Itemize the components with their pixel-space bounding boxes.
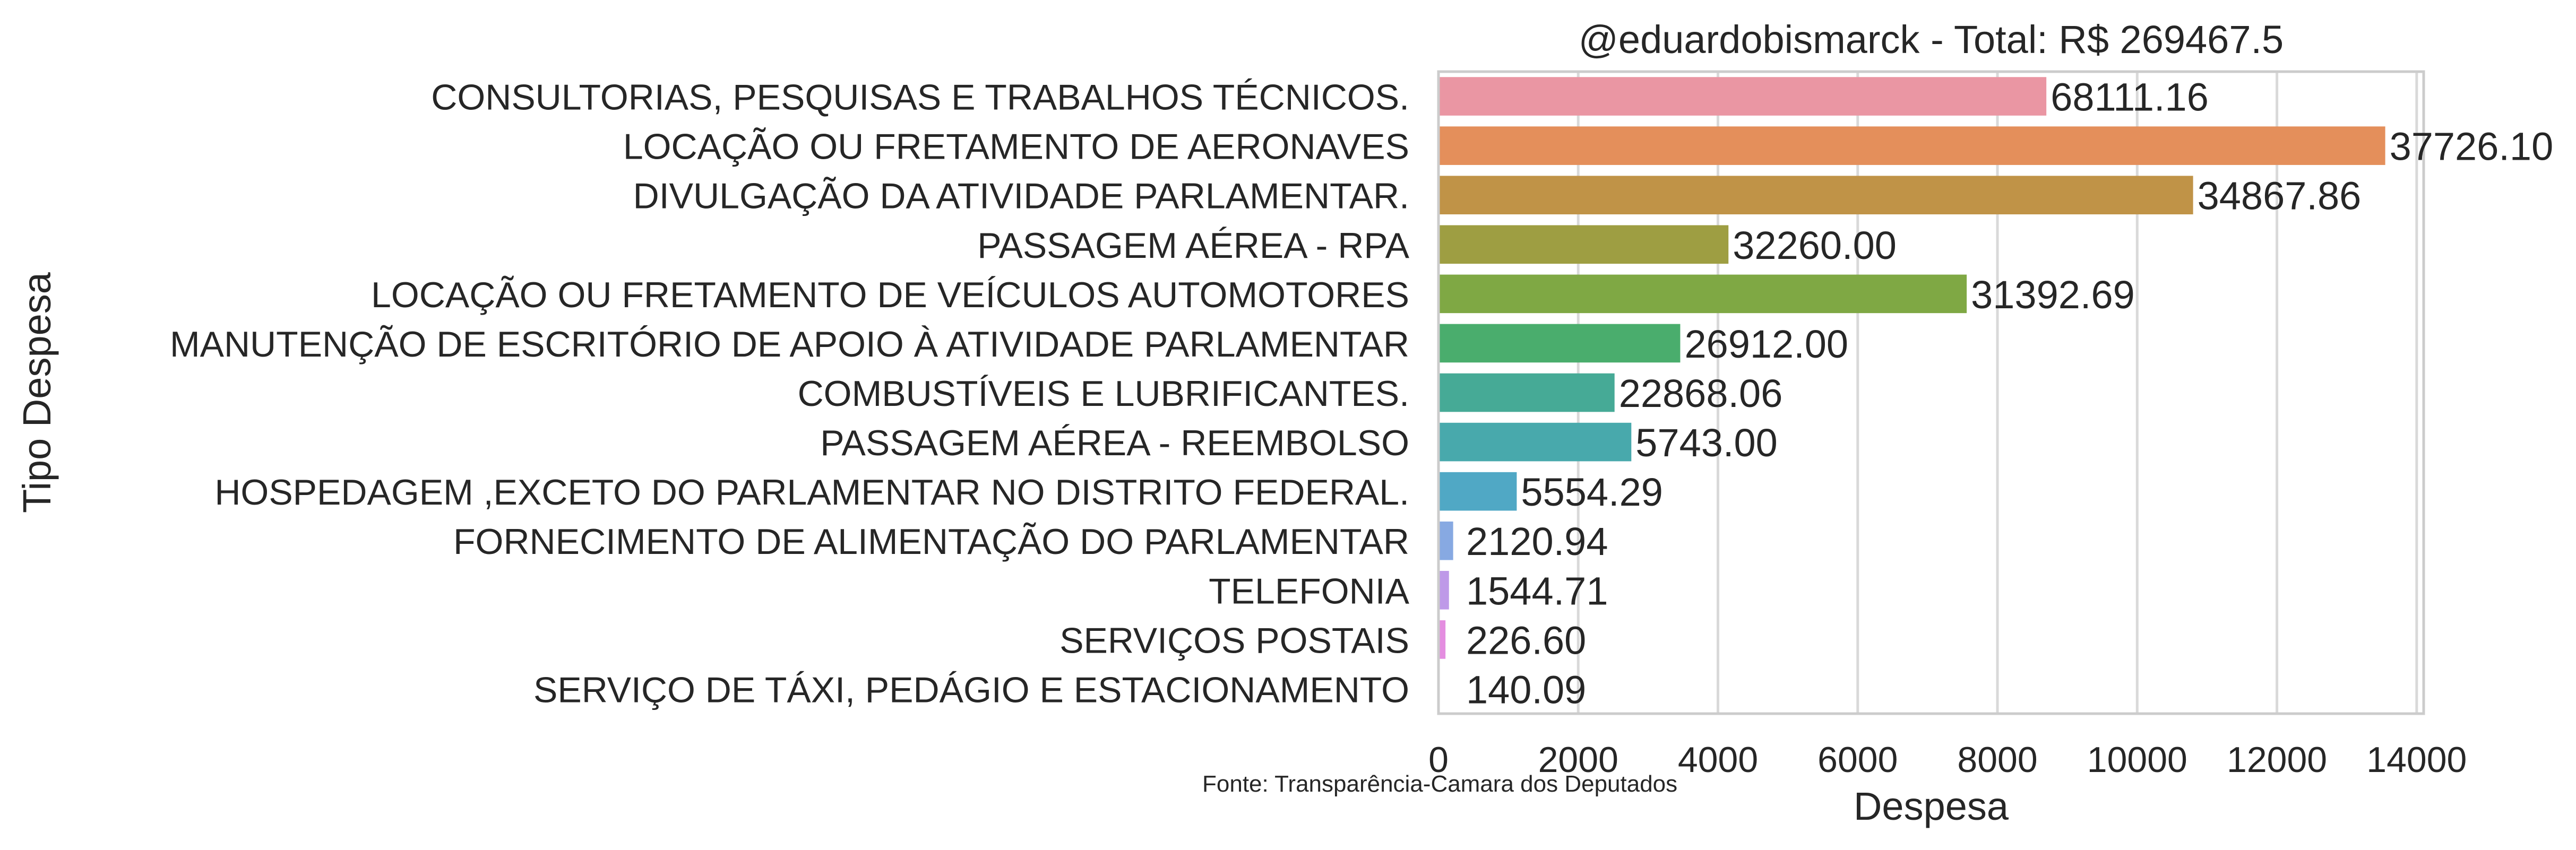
x-tick-label: 14000 <box>2366 740 2467 780</box>
x-tick-labels: 0 2000 4000 6000 8000 10000 12000 14000 <box>1428 740 2467 780</box>
x-axis-label: Despesa <box>1854 784 2009 828</box>
data-label: 68111.16 <box>2051 75 2209 119</box>
plot-frame <box>1437 70 2425 715</box>
data-label: 37726.10 <box>2390 125 2554 169</box>
data-labels: 68111.16 37726.10 34867.86 32260.00 31392.69… <box>1466 75 2553 712</box>
data-label: 140.09 <box>1466 667 1586 712</box>
data-label: 26912.00 <box>1684 322 1848 366</box>
bar <box>1438 472 1517 511</box>
x-tick-label: 6000 <box>1817 740 1898 780</box>
chart-title: @eduardobismarck - Total: R$ 269467.5 <box>1579 18 2284 62</box>
category-label: PASSAGEM AÉREA - REEMBOLSO <box>820 423 1409 463</box>
bar <box>1438 176 2193 214</box>
bar <box>1438 126 2385 165</box>
data-label: 34867.86 <box>2198 174 2362 218</box>
bar <box>1438 77 2047 116</box>
y-axis-label: Tipo Despesa <box>15 272 59 513</box>
data-label: 32260.00 <box>1733 223 1897 267</box>
data-label: 22868.06 <box>1619 371 1783 415</box>
x-tick-label: 12000 <box>2227 740 2327 780</box>
bar <box>1438 422 1632 462</box>
category-label: PASSAGEM AÉREA - RPA <box>977 225 1409 266</box>
category-label: COMBUSTÍVEIS E LUBRIFICANTES. <box>798 374 1409 414</box>
category-labels: CONSULTORIAS, PESQUISAS E TRABALHOS TÉCN… <box>170 77 1410 710</box>
category-label: DIVULGAÇÃO DA ATIVIDADE PARLAMENTAR. <box>633 176 1409 216</box>
category-label: HOSPEDAGEM ,EXCETO DO PARLAMENTAR NO DIS… <box>214 472 1409 513</box>
x-tick-label: 0 <box>1428 740 1449 780</box>
data-label: 2120.94 <box>1466 519 1608 563</box>
bar <box>1438 571 1449 610</box>
bar <box>1438 620 1446 659</box>
bar <box>1438 521 1453 560</box>
category-label: SERVIÇOS POSTAIS <box>1059 620 1409 661</box>
source-note: Fonte: Transparência-Camara dos Deputado… <box>1202 771 1677 797</box>
bar <box>1438 225 1729 264</box>
bar <box>1438 373 1615 412</box>
category-label: CONSULTORIAS, PESQUISAS E TRABALHOS TÉCN… <box>431 77 1409 118</box>
category-label: LOCAÇÃO OU FRETAMENTO DE AERONAVES <box>623 127 1409 167</box>
category-label: FORNECIMENTO DE ALIMENTAÇÃO DO PARLAMENT… <box>453 522 1409 562</box>
x-tick-label: 8000 <box>1957 740 2037 780</box>
category-label: MANUTENÇÃO DE ESCRITÓRIO DE APOIO À ATIV… <box>170 324 1409 365</box>
bars-group <box>1438 77 2385 708</box>
category-label: TELEFONIA <box>1209 571 1409 611</box>
x-tick-label: 2000 <box>1538 740 1618 780</box>
x-tick-label: 10000 <box>2087 740 2187 780</box>
data-label: 31392.69 <box>1971 273 2135 317</box>
x-tick-label: 4000 <box>1678 740 1758 780</box>
data-label: 226.60 <box>1466 618 1586 662</box>
bar <box>1438 324 1681 363</box>
data-label: 5743.00 <box>1635 421 1778 465</box>
category-label: SERVIÇO DE TÁXI, PEDÁGIO E ESTACIONAMENT… <box>533 670 1409 710</box>
category-label: LOCAÇÃO OU FRETAMENTO DE VEÍCULOS AUTOMO… <box>371 275 1409 315</box>
bar <box>1438 274 1967 314</box>
data-label: 1544.71 <box>1466 569 1608 613</box>
data-label: 5554.29 <box>1521 470 1663 514</box>
